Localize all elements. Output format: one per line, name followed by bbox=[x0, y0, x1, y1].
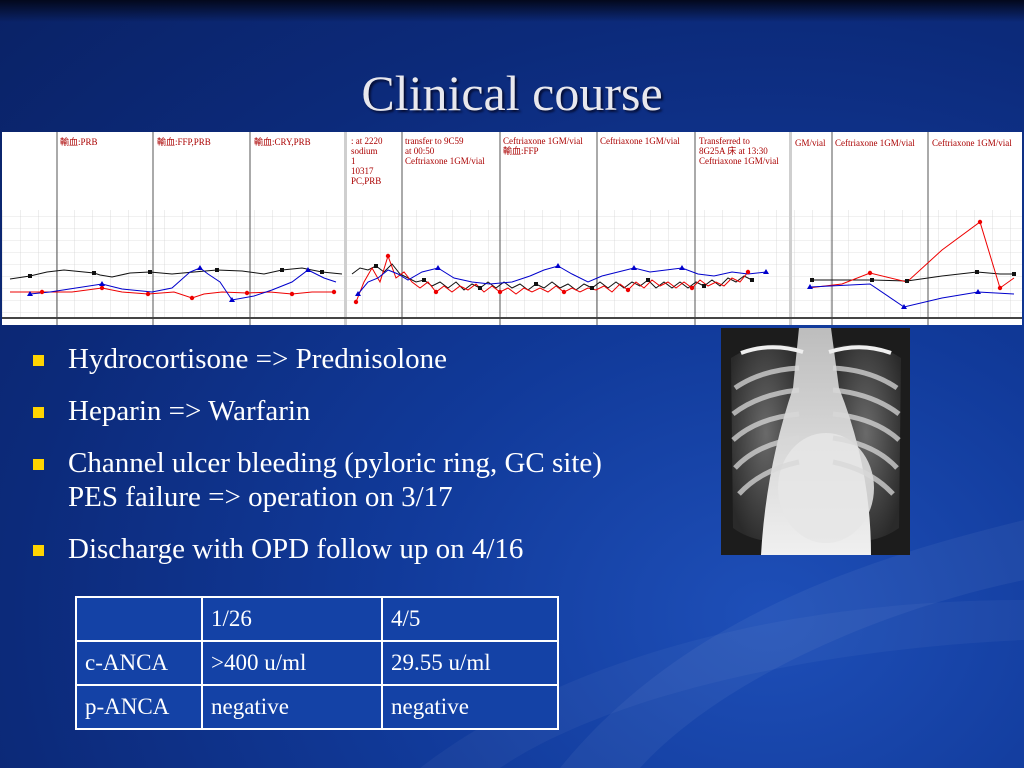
table-row: 1/26 4/5 bbox=[75, 596, 559, 642]
bullet-square-icon bbox=[33, 545, 44, 556]
blue-trace bbox=[357, 265, 767, 295]
slide-title: Clinical course bbox=[361, 65, 663, 121]
table-header-cell: 1/26 bbox=[201, 596, 383, 642]
annotation: 輸血:FFP,PRB bbox=[157, 136, 211, 147]
annotation: at 00:50 bbox=[405, 146, 435, 156]
black-trace bbox=[351, 263, 753, 291]
table-row: c-ANCA >400 u/ml 29.55 u/ml bbox=[75, 640, 559, 686]
red-trace bbox=[355, 254, 749, 303]
bullet-list: Hydrocortisone => Prednisolone Heparin =… bbox=[30, 342, 602, 584]
row-label: c-ANCA bbox=[75, 640, 203, 686]
blue-trace bbox=[29, 267, 337, 301]
row-label: p-ANCA bbox=[75, 684, 203, 730]
annotation: 輸血:PRB bbox=[60, 136, 98, 147]
annotation: GM/vial bbox=[795, 138, 826, 148]
bullet-square-icon bbox=[33, 407, 44, 418]
table-header-cell: 4/5 bbox=[381, 596, 559, 642]
annotation: Transferred to bbox=[699, 136, 750, 146]
annotation: 8G25A 床 at 13:30 bbox=[699, 145, 768, 156]
table-cell bbox=[75, 596, 203, 642]
annotation: Ceftriaxone 1GM/vial bbox=[835, 138, 915, 148]
bullet-item: Hydrocortisone => Prednisolone bbox=[30, 342, 602, 376]
bullet-square-icon bbox=[33, 355, 44, 366]
annotation: sodium bbox=[351, 146, 378, 156]
annotation: Ceftriaxone 1GM/vial bbox=[503, 136, 583, 146]
top-band bbox=[0, 0, 1024, 22]
bullet-square-icon bbox=[33, 459, 44, 470]
black-trace bbox=[9, 267, 343, 280]
table-cell: >400 u/ml bbox=[201, 640, 383, 686]
blue-trace bbox=[809, 283, 1015, 308]
annotation: : at 2220 bbox=[351, 136, 383, 146]
annotation: transfer to 9C59 bbox=[405, 136, 464, 146]
chest-xray-image bbox=[721, 328, 910, 555]
chest-xray-icon bbox=[721, 328, 910, 555]
annotation: Ceftriaxone 1GM/vial bbox=[932, 138, 1012, 148]
table-cell: 29.55 u/ml bbox=[381, 640, 559, 686]
annotation: Ceftriaxone 1GM/vial bbox=[600, 136, 680, 146]
table-row: p-ANCA negative negative bbox=[75, 684, 559, 730]
annotation: PC,PRB bbox=[351, 176, 381, 186]
red-trace bbox=[807, 221, 1015, 289]
annotation: 輸血:CRY,PRB bbox=[254, 136, 311, 147]
anca-table: 1/26 4/5 c-ANCA >400 u/ml 29.55 u/ml p-A… bbox=[75, 596, 559, 730]
annotation: Ceftriaxone 1GM/vial bbox=[405, 156, 485, 166]
annotation: Ceftriaxone 1GM/vial bbox=[699, 156, 779, 166]
bullet-item: Channel ulcer bleeding (pyloric ring, GC… bbox=[30, 446, 602, 514]
annotation: 10317 bbox=[351, 166, 374, 176]
flowsheet-chart-strip: 輸血:PRB 輸血:FFP,PRB 輸血:CRY,PRB : at 2220 s… bbox=[2, 132, 1022, 325]
annotation: 輸血:FFP bbox=[503, 145, 539, 156]
bullet-item: Discharge with OPD follow up on 4/16 bbox=[30, 532, 602, 566]
annotation: 1 bbox=[351, 156, 356, 166]
table-cell: negative bbox=[201, 684, 383, 730]
flowsheet-svg: 輸血:PRB 輸血:FFP,PRB 輸血:CRY,PRB : at 2220 s… bbox=[2, 132, 1022, 325]
table-cell: negative bbox=[381, 684, 559, 730]
bullet-item: Heparin => Warfarin bbox=[30, 394, 602, 428]
